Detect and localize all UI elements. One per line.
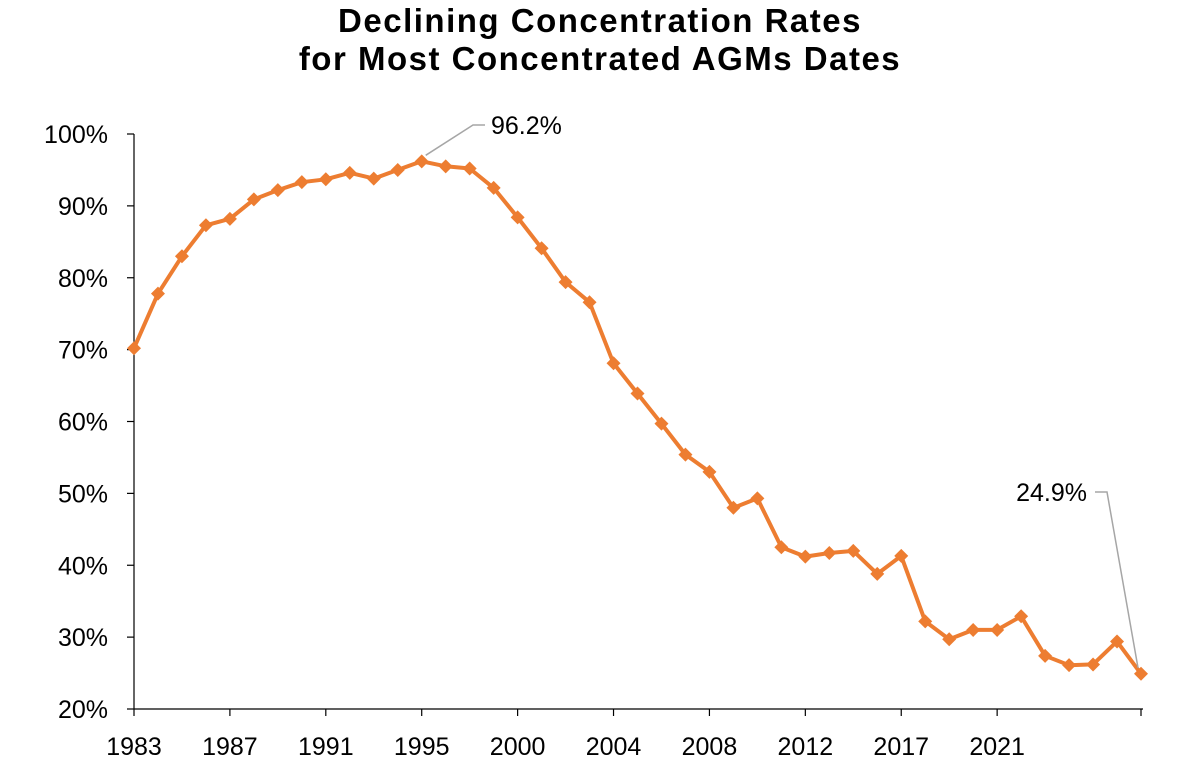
data-point [294, 175, 309, 190]
x-tick-label: 1995 [394, 733, 450, 761]
data-point [726, 500, 741, 515]
y-tick-label: 40% [58, 552, 108, 580]
x-tick-label: 2008 [682, 733, 738, 761]
data-point [486, 180, 501, 195]
data-point [918, 614, 933, 629]
y-tick-label: 100% [44, 121, 108, 149]
annotation-label: 96.2% [491, 112, 562, 140]
annotation-leader-line [425, 124, 485, 156]
x-tick-label: 1987 [202, 733, 258, 761]
data-point [127, 341, 141, 356]
y-tick-label: 50% [58, 480, 108, 508]
x-tick-label: 1983 [106, 733, 162, 761]
data-point [222, 211, 237, 226]
data-point [582, 295, 597, 310]
chart-title-line-1: Declining Concentration Rates [338, 2, 862, 39]
data-point [198, 218, 213, 233]
chart-title: Declining Concentration Rates for Most C… [0, 2, 1200, 78]
data-point [1134, 666, 1148, 681]
y-tick-label: 70% [58, 337, 108, 365]
x-tick-label: 1991 [298, 733, 354, 761]
x-tick-label: 2000 [490, 733, 546, 761]
data-point [798, 549, 813, 564]
data-point [678, 447, 693, 462]
y-tick-label: 80% [58, 265, 108, 293]
y-tick-label: 60% [58, 409, 108, 437]
data-point [318, 172, 333, 187]
data-point [630, 386, 645, 401]
data-point [270, 183, 285, 198]
data-point [870, 566, 885, 581]
data-point [390, 162, 405, 177]
data-point [1110, 634, 1125, 649]
data-point [846, 543, 861, 558]
data-point [894, 548, 909, 563]
data-point [654, 416, 669, 431]
x-tick-label: 2004 [586, 733, 642, 761]
data-point [822, 546, 837, 561]
data-point [510, 210, 525, 225]
data-point [438, 159, 453, 174]
data-point [942, 632, 957, 647]
data-point [534, 241, 549, 256]
data-point [774, 540, 789, 555]
data-point [990, 622, 1005, 637]
y-tick-label: 30% [58, 624, 108, 652]
x-tick-label: 2021 [969, 733, 1025, 761]
data-point [1086, 657, 1101, 672]
data-point [1014, 609, 1029, 624]
series-line [132, 159, 1143, 675]
data-point [150, 286, 165, 301]
annotation-leader-line [1095, 491, 1139, 668]
data-point [966, 622, 981, 637]
data-point [702, 464, 717, 479]
x-tick-label: 2017 [873, 733, 929, 761]
data-point [1038, 648, 1053, 663]
x-tick-label: 2012 [778, 733, 834, 761]
annotation-label: 24.9% [1016, 479, 1087, 507]
chart-title-line-2: for Most Concentrated AGMs Dates [298, 40, 902, 77]
data-point [606, 356, 621, 371]
data-point [414, 154, 429, 169]
data-point [750, 491, 765, 506]
data-point [246, 192, 261, 207]
data-point [558, 275, 573, 290]
y-tick-label: 90% [58, 193, 108, 221]
data-point [462, 161, 477, 176]
data-point [1062, 658, 1077, 673]
y-tick-label: 20% [58, 696, 108, 724]
data-point [342, 165, 357, 180]
data-point [174, 249, 189, 264]
data-point [366, 171, 381, 186]
